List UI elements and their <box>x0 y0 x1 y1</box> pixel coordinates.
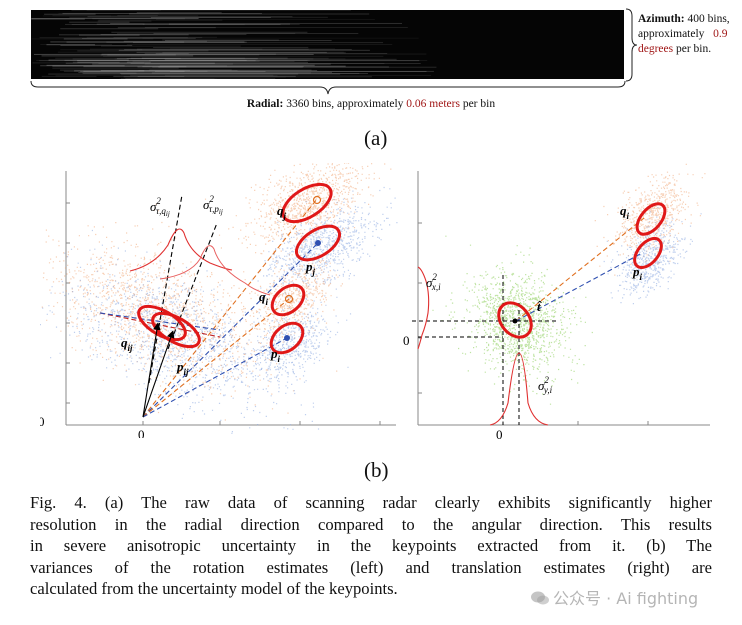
rotation-variance-plot: 0 0 σ2 τ,qij σ2 τ,pij qj pj qi pi qij pij <box>40 163 398 438</box>
azimuth-unit: degrees <box>638 43 674 55</box>
caption-line: calculated from the uncertainty model of… <box>30 579 398 599</box>
ellipse-pj <box>295 224 341 262</box>
sigma-y-label: σ2 y,i <box>538 375 553 395</box>
ellipse-qj <box>281 182 333 224</box>
label-pi-right: pi <box>632 264 643 282</box>
label-pi: pi <box>270 346 281 364</box>
dash-origin-qi <box>142 298 290 418</box>
arrow-pij <box>142 330 175 418</box>
dash-t-qi <box>515 217 645 322</box>
azimuth-tail: per bin. <box>676 43 712 55</box>
radial-brace <box>30 80 626 95</box>
arrow-qij <box>142 322 161 418</box>
dash-sigma-p-guide <box>167 222 218 350</box>
sigma-x-label: σ2 x,i <box>426 272 441 292</box>
dash-origin-pj <box>142 242 319 418</box>
label-t-hat: t̂ <box>537 299 542 314</box>
radial-annotation: Radial: 3360 bins, approximately 0.06 me… <box>0 98 742 110</box>
radial-value: 0.06 meters <box>406 98 460 110</box>
right-origin-x: 0 <box>496 427 503 442</box>
ellipse-t <box>497 301 533 339</box>
left-origin-x: 0 <box>138 427 145 438</box>
radial-label: Radial: <box>246 98 284 110</box>
label-qij: qij <box>121 335 133 353</box>
caption-line: variances of the rotation estimates (lef… <box>30 557 712 577</box>
subfigure-label-b: (b) <box>364 458 389 482</box>
dash-blue-line <box>99 312 221 331</box>
dash-sigma-q-guide <box>148 194 183 384</box>
right-origin-y: 0 <box>403 333 410 348</box>
label-qj: qj <box>277 203 287 221</box>
radial-tail: per bin <box>462 98 496 110</box>
distribution-x <box>417 266 430 350</box>
ellipse-pi <box>269 321 305 355</box>
dash-origin-pi <box>142 337 288 418</box>
radar-raw-data-image <box>31 10 624 79</box>
radial-bins: 3360 bins, approximately <box>286 98 404 110</box>
ellipse-pi-right <box>633 236 663 270</box>
azimuth-value: 0.9 <box>713 28 728 40</box>
translation-variance-plot: 0 0 σ2 x,i σ2 y,i t̂ qi pi <box>403 163 710 442</box>
subfigure-label-a: (a) <box>364 126 388 150</box>
dash-red-line <box>99 312 221 338</box>
azimuth-annotation: Azimuth: 400 bins, approximately 0.9 deg… <box>638 12 742 57</box>
watermark: 公众号 · Ai fighting <box>530 585 698 609</box>
wechat-icon <box>531 591 549 605</box>
distribution-q <box>129 228 233 272</box>
dash-t-pi <box>515 252 643 322</box>
label-qi: qi <box>259 289 269 307</box>
left-origin-y: 0 <box>40 414 45 429</box>
figure-caption: Fig. 4. (a) The raw data of scanning rad… <box>30 492 712 600</box>
distribution-y <box>489 352 549 426</box>
caption-line: resolution in the radial direction compa… <box>30 514 712 534</box>
azimuth-label: Azimuth: <box>638 13 685 25</box>
caption-line: in severe anisotropic uncertainty in the… <box>30 536 712 556</box>
ellipse-qi-right <box>635 202 667 236</box>
label-qi-right: qi <box>620 203 630 221</box>
sigma-p-label: σ2 τ,pij <box>203 194 223 216</box>
sigma-q-label: σ2 τ,qij <box>150 196 170 218</box>
ellipse-qi <box>270 283 306 317</box>
distribution-p <box>159 245 271 296</box>
label-pj: pj <box>305 259 316 277</box>
watermark-text: 公众号 · Ai fighting <box>553 589 699 608</box>
label-pij: pij <box>176 359 189 377</box>
azimuth-approx: approximately <box>638 28 705 40</box>
azimuth-brace <box>625 8 638 82</box>
caption-line: Fig. 4. (a) The raw data of scanning rad… <box>30 493 712 512</box>
azimuth-bins: 400 bins, <box>687 13 730 25</box>
dash-origin-qj <box>142 198 318 418</box>
